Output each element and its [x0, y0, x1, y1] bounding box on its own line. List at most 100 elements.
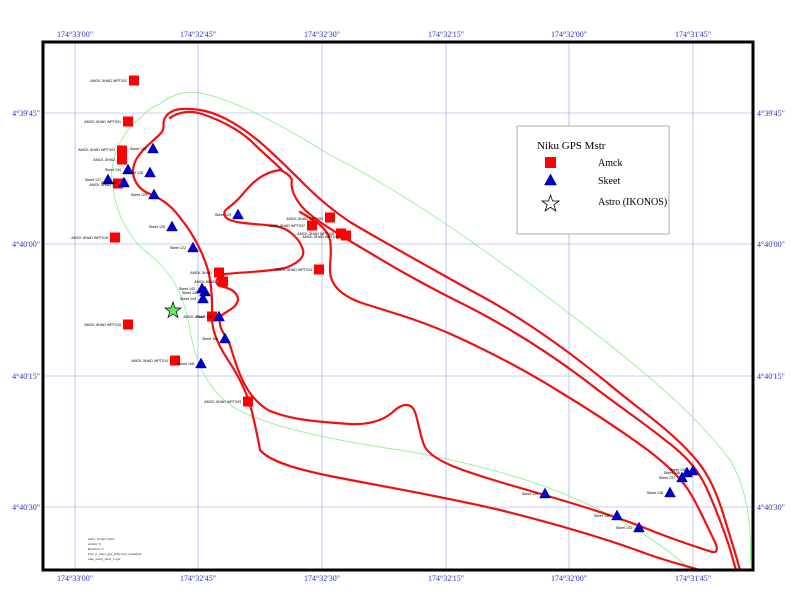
- longitude-label-top: 174°33'00": [57, 30, 93, 39]
- amck-label: AMCK JIHAD WPT001: [84, 120, 121, 124]
- legend-amck-swatch: [545, 157, 556, 168]
- amck-label: AMCK JIHAD WPT003: [78, 148, 115, 152]
- latitude-labels: 4°39'45" 4°40'00" 4°40'15" 4°40'30" 4°39…: [12, 109, 785, 512]
- legend: Niku GPS Mstr Amck Skeet Astro (IKONOS): [516, 125, 670, 235]
- latitude-label-right: 4°39'45": [757, 109, 785, 118]
- north-inner-coast: [168, 110, 284, 172]
- skeet-label: Skeet 128: [127, 171, 143, 175]
- lagoon-shore: [215, 168, 718, 554]
- longitude-labels: 174°33'00" 174°32'45" 174°32'30" 174°32'…: [57, 30, 711, 583]
- outer-coastline: [132, 107, 742, 570]
- skeet-marker: [197, 292, 209, 304]
- legend-amck-label: Amck: [598, 158, 622, 169]
- amck-marker: [341, 230, 351, 241]
- amck-label: AMCK JIHAD WPT010: [302, 235, 339, 239]
- skeet-label: Skeet 136: [664, 471, 680, 475]
- amck-labels: AMCK JIHAD WPT002 AMCK JIHAD WPT001 AMCK…: [71, 79, 339, 404]
- skeet-label: Skeet 141: [616, 526, 632, 530]
- skeet-label: Skeet 118: [196, 315, 212, 319]
- skeet-label: Skeet 108: [178, 362, 194, 366]
- amck-label: AMCK JIHAD: [194, 280, 216, 284]
- skeet-labels: Skeet 133 Skeet 134 Skeet 128 Skeet 127 …: [85, 147, 686, 530]
- amck-marker: [243, 396, 253, 407]
- skeet-label: Skeet 122: [170, 246, 186, 250]
- skeet-label: Skeet 138: [647, 491, 663, 495]
- skeet-marker: [539, 487, 551, 499]
- latitude-label-left: 4°40'30": [12, 503, 40, 512]
- skeet-label: Skeet 127: [85, 178, 101, 182]
- amck-label: AMCK JIHAD: [190, 271, 212, 275]
- latitude-label-left: 4°40'00": [12, 240, 40, 249]
- legend-astro-swatch: [540, 193, 561, 212]
- skeet-marker: [122, 163, 134, 175]
- amck-label: AMCK JIHAD WPT014: [131, 359, 168, 363]
- skeet-marker: [118, 176, 130, 188]
- amck-marker: [314, 264, 324, 275]
- amck-marker: [123, 319, 133, 330]
- amck-marker: [117, 154, 127, 165]
- longitude-label-top: 174°32'00": [551, 30, 587, 39]
- longitude-label-bottom: 174°32'15": [428, 574, 464, 583]
- amck-markers: [110, 75, 351, 407]
- skeet-marker: [187, 241, 199, 253]
- longitude-label-top: 174°32'15": [428, 30, 464, 39]
- map-notes: Date: 19-Apr-2004 Author: jt Revision: 0…: [87, 537, 142, 561]
- note-line: Author: jt: [87, 542, 102, 546]
- skeet-marker: [687, 464, 699, 476]
- graticule: [43, 42, 753, 570]
- coastline: [132, 107, 742, 570]
- note-line: File: jt_skeet_gps_preferred_combined: [87, 552, 142, 556]
- longitude-label-bottom: 174°32'45": [180, 574, 216, 583]
- skeet-marker: [102, 173, 114, 185]
- amck-label: AMCK JIHAD WPT008: [297, 232, 334, 236]
- skeet-label: Skeet 143: [182, 291, 198, 295]
- note-line: Revision: 0: [87, 547, 104, 551]
- amck-label: AMCK JIHAD: [89, 183, 111, 187]
- skeet-label: Skeet 134: [105, 168, 121, 172]
- skeet-marker: [611, 509, 623, 521]
- latitude-label-right: 4°40'00": [757, 240, 785, 249]
- skeet-label: Skeet 123: [215, 213, 231, 217]
- skeet-label: Skeet 139: [522, 492, 538, 496]
- longitude-label-bottom: 174°31'45": [675, 574, 711, 583]
- skeet-label: Skeet 140: [594, 514, 610, 518]
- skeet-label: Skeet 135: [670, 468, 686, 472]
- skeet-label: Skeet 142: [179, 287, 195, 291]
- skeet-marker: [144, 166, 156, 178]
- skeet-marker: [213, 310, 225, 322]
- amck-marker: [117, 145, 127, 156]
- note-line: Date: 19-Apr-2004: [87, 537, 114, 541]
- amck-marker: [325, 212, 335, 223]
- skeet-marker: [219, 332, 231, 344]
- longitude-label-top: 174°31'45": [675, 30, 711, 39]
- legend-skeet-swatch: [544, 173, 557, 186]
- amck-label: AMCK JIHAD WPT007: [268, 224, 305, 228]
- skeet-marker: [148, 188, 160, 200]
- skeet-marker: [147, 142, 159, 154]
- amck-marker: [170, 355, 180, 366]
- amck-label: AMCK JIHAD WPT002: [90, 79, 127, 83]
- amck-label: AMCK JIHAD WPT005: [286, 217, 323, 221]
- note-line: niku_amck_skeet_1.wpt: [88, 557, 121, 561]
- map-frame: [41, 40, 755, 572]
- amck-label: AMCK JIHAD: [93, 158, 115, 162]
- amck-marker: [129, 75, 139, 86]
- latitude-label-left: 4°39'45": [12, 109, 40, 118]
- skeet-marker: [633, 521, 645, 533]
- skeet-label: Skeet 144: [180, 297, 196, 301]
- amck-marker: [214, 267, 224, 278]
- longitude-label-top: 174°32'30": [304, 30, 340, 39]
- amck-marker: [110, 232, 120, 243]
- skeet-markers: [102, 142, 699, 533]
- skeet-label: Skeet 125: [149, 225, 165, 229]
- amck-label: AMCK JIHAD WPT013: [275, 268, 312, 272]
- skeet-marker: [664, 486, 676, 498]
- longitude-label-bottom: 174°32'30": [304, 574, 340, 583]
- skeet-label: Skeet 137: [659, 476, 675, 480]
- skeet-label: Skeet 129: [131, 193, 147, 197]
- latitude-label-right: 4°40'15": [757, 372, 785, 381]
- amck-marker: [123, 116, 133, 127]
- amck-label: AMCK JIHAD WPT016: [71, 236, 108, 240]
- inner-coastline: [278, 168, 738, 570]
